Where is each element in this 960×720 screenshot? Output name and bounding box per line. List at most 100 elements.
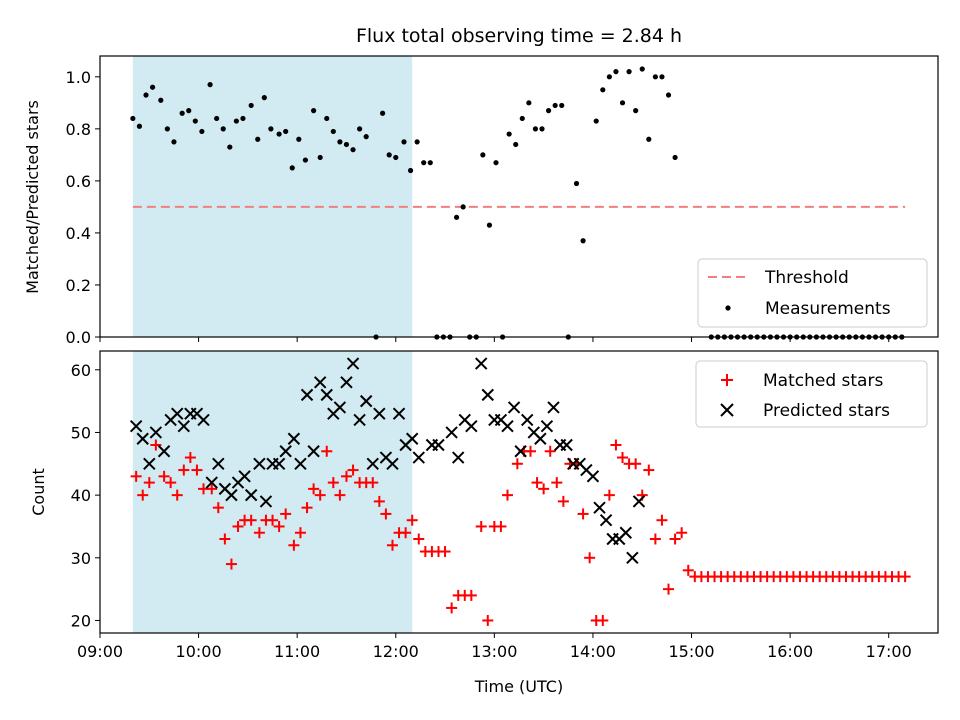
matched-stars-series [130,439,911,626]
measurement-point [130,115,136,122]
matched-star-point [649,533,661,545]
matched-star-point [321,445,333,457]
measurement-point [149,84,156,90]
measurement-point [363,134,369,140]
measurement-point [324,115,330,122]
bottom-y-axis-label: Count [29,468,48,516]
predicted-star-point [507,401,521,414]
measurement-point [552,102,558,109]
top-legend: Threshold Measurements [697,258,928,328]
legend-measurements-label: Measurements [765,299,891,319]
measurement-point [302,157,308,163]
measurement-point [519,115,525,122]
matched-star-point [373,495,385,507]
matched-star-point [232,520,244,532]
measurement-point [407,167,414,174]
matched-star-point [225,558,237,570]
measurement-point [486,222,493,228]
measurement-point [220,126,226,132]
predicted-star-point [253,457,266,471]
top-shaded-interval [132,56,413,337]
measurement-point [600,87,606,93]
matched-star-point [294,527,306,539]
predicted-star-point [481,388,494,402]
predicted-star-point [373,407,386,420]
measurement-point [633,108,639,114]
predicted-star-point [353,413,366,427]
matched-star-point [610,439,622,451]
matched-star-point [501,489,513,501]
matched-star-point [280,508,292,520]
predicted-star-point [149,426,163,439]
measurement-point [337,139,343,145]
top-panel: 0.0 0.2 0.4 0.6 0.8 1.0 Matched/Predicted sta… [23,55,939,347]
matched-star-point [367,477,379,489]
matched-star-point [482,614,494,626]
predicted-star-point [445,426,458,439]
top-y-tick-label: 1.0 [66,68,91,87]
measurement-point [513,141,519,148]
bottom-panel: 20 30 40 50 60 09:00 10:00 11:00 12:00 13:00 14:0… [29,350,939,696]
legend-predicted-swatch [720,403,734,417]
x-axis-label: Time (UTC) [474,677,563,696]
measurement-point [214,115,220,122]
matched-star-point [617,452,629,464]
matched-star-point [386,539,398,551]
bottom-legend-box [695,360,928,428]
predicted-star-point [279,445,292,458]
predicted-star-point [143,457,156,471]
predicted-star-point [225,488,238,502]
predicted-star-point [521,413,534,427]
measurement-point [421,160,427,166]
measurement-point [506,131,512,137]
top-x-ticks [99,337,890,342]
predicted-star-point [244,488,258,502]
predicted-star-point [432,438,445,452]
measurement-point [199,128,205,135]
matched-star-point [577,508,589,520]
predicted-star-point [501,419,514,433]
x-tick-label: 17:00 [866,642,912,661]
matched-star-point [191,464,203,476]
legend-threshold-label: Threshold [764,268,849,288]
matched-star-point [413,533,425,545]
matched-star-point [531,477,543,489]
chart-title: Flux total observing time = 2.84 h [356,25,682,47]
measurement-point [453,214,460,220]
matched-star-point [597,614,609,626]
matched-star-point [301,502,313,514]
matched-star-point [165,477,177,489]
predicted-star-point [534,432,547,445]
measurement-point [311,108,317,114]
measurement-point [330,128,336,135]
predicted-star-point [632,495,646,508]
matched-star-point [656,514,668,526]
bottom-panel-frame [99,350,939,634]
matched-star-point [557,495,569,507]
measurement-point [401,139,407,145]
matched-star-point [273,520,285,532]
matched-star-point [630,458,642,470]
matched-star-point [171,489,183,501]
measurement-point [261,95,267,101]
matched-star-point [206,483,218,495]
matched-star-point [288,539,300,551]
predicted-star-point [287,432,301,445]
bottom-y-tick-label: 30 [71,549,91,568]
measurement-point [460,204,466,210]
predicted-star-point [366,457,379,471]
measurement-point [276,131,282,137]
measurement-point [606,74,612,80]
matched-star-point [158,470,170,482]
matched-star-point [538,483,550,495]
measurement-point [248,102,254,109]
predicted-star-point [619,526,633,539]
predicted-star-point [320,388,333,402]
predicted-star-point [346,357,360,370]
measurement-point [545,108,552,114]
measurement-point [171,139,177,145]
matched-star-point [380,508,392,520]
predicted-star-point [157,445,171,458]
matched-star-point [603,489,615,501]
